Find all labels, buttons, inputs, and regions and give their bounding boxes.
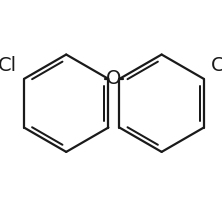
Text: Cl: Cl <box>210 56 222 75</box>
Text: Cl: Cl <box>0 56 17 75</box>
Text: O: O <box>106 69 122 88</box>
